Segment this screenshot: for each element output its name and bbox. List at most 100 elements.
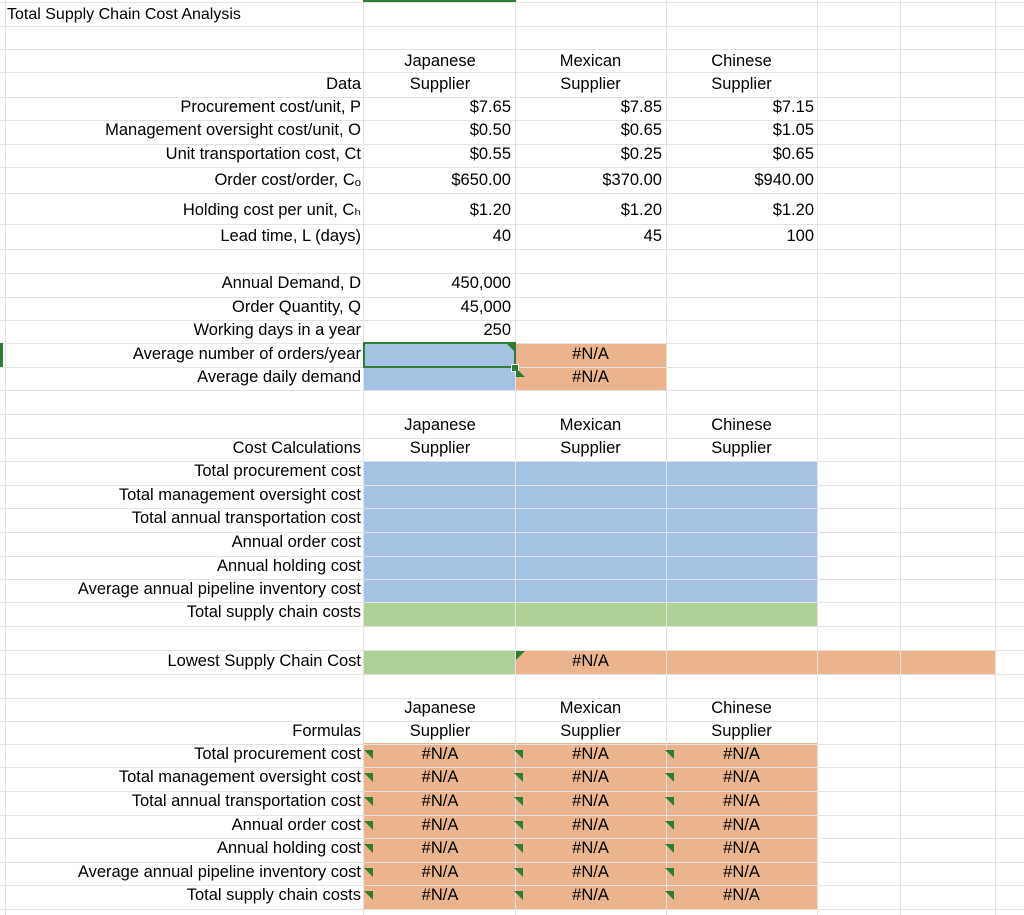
formula-row-value[interactable]: #N/A	[723, 839, 760, 857]
lowest-cost-value: #N/A	[572, 652, 609, 670]
daily-demand-label: Average daily demand	[197, 368, 361, 386]
annual-demand-value[interactable]: 450,000	[451, 274, 511, 292]
order-quantity-label: Order Quantity, Q	[232, 298, 361, 316]
orders-per-year-error-cell[interactable]	[515, 343, 666, 390]
cost-row-label: Total annual transportation cost	[131, 509, 361, 527]
formula-row-value[interactable]: #N/A	[421, 839, 459, 857]
comment-flag-icon	[516, 651, 525, 660]
data-row-label: Unit transportation cost, Ct	[165, 145, 361, 163]
data-row-label: Holding cost per unit, Cₕ	[182, 201, 361, 219]
data-row-value[interactable]: $940.00	[754, 171, 814, 189]
comment-flag-icon	[364, 868, 373, 877]
formula-row-value[interactable]: #N/A	[572, 863, 609, 881]
formula-row-value[interactable]: #N/A	[723, 745, 760, 763]
formula-row-value[interactable]: #N/A	[572, 886, 609, 904]
data-row-value[interactable]: $7.65	[469, 98, 511, 116]
cost-supplier-chinese-line1: Chinese	[711, 416, 772, 434]
data-row-value[interactable]: $650.00	[451, 171, 511, 189]
data-row-value[interactable]: $0.25	[620, 145, 662, 163]
data-row-value[interactable]: $7.15	[772, 98, 814, 116]
comment-flag-icon	[514, 797, 523, 806]
formula-supplier-mexican-line2: Supplier	[560, 722, 621, 740]
data-row-value[interactable]: 100	[786, 227, 814, 245]
comment-flag-icon	[516, 368, 525, 377]
formula-row-value[interactable]: #N/A	[723, 886, 760, 904]
formula-supplier-chinese-line1: Chinese	[711, 699, 772, 717]
formula-row-value[interactable]: #N/A	[421, 768, 459, 786]
formula-row-value[interactable]: #N/A	[723, 816, 760, 834]
order-quantity-value[interactable]: 45,000	[460, 298, 511, 316]
comment-flag-icon	[364, 797, 373, 806]
comment-flag-icon	[665, 797, 674, 806]
cost-supplier-mexican-line1: Mexican	[559, 416, 622, 434]
data-row-label: Procurement cost/unit, P	[180, 98, 361, 116]
data-row-value[interactable]: $1.20	[772, 201, 814, 219]
supplier-mexican-line1: Mexican	[559, 52, 622, 70]
formula-row-value[interactable]: #N/A	[572, 768, 609, 786]
data-row-label: Management oversight cost/unit, O	[105, 121, 361, 139]
data-row-value[interactable]: $7.85	[620, 98, 662, 116]
comment-flag-icon	[514, 868, 523, 877]
selected-cell[interactable]	[363, 342, 516, 368]
data-row-value[interactable]: 40	[492, 227, 511, 245]
comment-flag-icon	[364, 891, 373, 900]
orders-per-year-label: Average number of orders/year	[132, 345, 361, 363]
daily-demand-error: #N/A	[572, 368, 609, 386]
comment-flag-icon	[514, 821, 523, 830]
supplier-chinese-line2: Supplier	[711, 75, 772, 93]
formula-row-value[interactable]: #N/A	[421, 792, 459, 810]
formula-row-value[interactable]: #N/A	[723, 792, 760, 810]
formula-row-value[interactable]: #N/A	[421, 816, 459, 834]
formula-row-value[interactable]: #N/A	[572, 792, 609, 810]
total-supply-chain-costs-row[interactable]	[363, 602, 817, 626]
orders-per-year-cell[interactable]	[363, 343, 515, 367]
data-row-value[interactable]: 45	[643, 227, 662, 245]
comment-flag-icon	[665, 891, 674, 900]
data-row-value[interactable]: $1.05	[772, 121, 814, 139]
data-row-value[interactable]: $0.55	[469, 145, 511, 163]
cost-row-label: Total procurement cost	[194, 462, 361, 480]
comment-flag-icon	[364, 773, 373, 782]
data-row-value[interactable]: $370.00	[602, 171, 662, 189]
cost-row-label: Annual order cost	[231, 533, 361, 551]
supplier-chinese-line1: Chinese	[711, 52, 772, 70]
formulas-block[interactable]	[363, 743, 817, 909]
comment-flag-icon	[514, 773, 523, 782]
data-row-value[interactable]: $1.20	[469, 201, 511, 219]
formula-row-value[interactable]: #N/A	[421, 863, 459, 881]
comment-flag-icon	[665, 844, 674, 853]
comment-flag-icon	[364, 750, 373, 759]
data-row-value[interactable]: $0.65	[620, 121, 662, 139]
lowest-cost-error-cell[interactable]	[515, 650, 995, 674]
formula-row-value[interactable]: #N/A	[572, 839, 609, 857]
fill-handle[interactable]	[511, 364, 519, 372]
formula-row-value[interactable]: #N/A	[723, 863, 760, 881]
comment-flag-icon	[514, 844, 523, 853]
lowest-cost-cell[interactable]	[363, 650, 515, 674]
comment-flag-icon	[364, 821, 373, 830]
working-days-value[interactable]: 250	[483, 321, 511, 339]
formula-row-value[interactable]: #N/A	[421, 745, 459, 763]
supplier-japanese-line2: Supplier	[409, 75, 471, 93]
formulas-header: Formulas	[292, 722, 361, 740]
formula-row-value[interactable]: #N/A	[723, 768, 760, 786]
cost-supplier-chinese-line2: Supplier	[711, 439, 772, 457]
comment-flag-icon	[364, 844, 373, 853]
formula-row-value[interactable]: #N/A	[421, 886, 459, 904]
data-row-value[interactable]: $1.20	[620, 201, 662, 219]
comment-flag-icon	[514, 891, 523, 900]
data-row-value[interactable]: $0.65	[772, 145, 814, 163]
cost-row-label: Annual holding cost	[216, 557, 361, 575]
data-row-label: Lead time, L (days)	[220, 227, 361, 245]
cost-calculations-block[interactable]	[363, 461, 817, 602]
lowest-cost-label: Lowest Supply Chain Cost	[167, 652, 361, 670]
data-row-value[interactable]: $0.50	[469, 121, 511, 139]
cost-calculations-header: Cost Calculations	[232, 439, 361, 457]
formula-row-value[interactable]: #N/A	[572, 816, 609, 834]
data-row-label: Order cost/order, Cₒ	[214, 171, 361, 189]
daily-demand-cell[interactable]	[363, 367, 515, 390]
cost-supplier-japanese-line1: Japanese	[404, 416, 476, 434]
formula-row-value[interactable]: #N/A	[572, 745, 609, 763]
working-days-label: Working days in a year	[193, 321, 361, 339]
